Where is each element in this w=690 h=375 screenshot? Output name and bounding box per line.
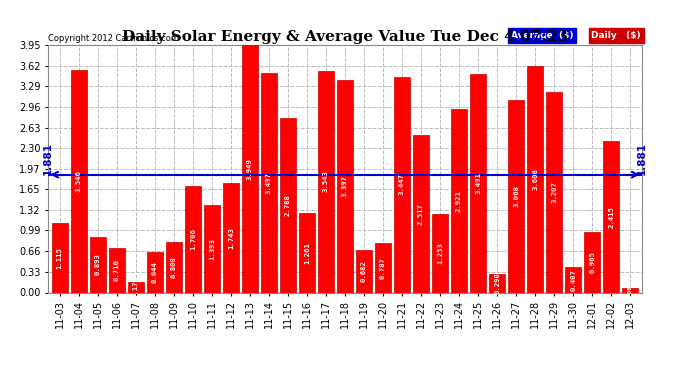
Bar [185,186,201,292]
Text: 3.949: 3.949 [247,158,253,180]
Bar [90,237,106,292]
Text: 2.517: 2.517 [418,203,424,225]
Text: 1.881: 1.881 [637,142,647,175]
Text: 0.787: 0.787 [380,257,386,279]
Text: 3.491: 3.491 [475,172,481,194]
Text: 1.393: 1.393 [209,238,215,260]
Bar [261,74,277,292]
Text: 1.706: 1.706 [190,228,196,250]
Text: 1.261: 1.261 [304,242,310,264]
Text: 3.497: 3.497 [266,172,272,194]
Bar [299,213,315,292]
Text: Daily   ($): Daily ($) [591,31,641,40]
Bar [508,100,524,292]
Bar [546,92,562,292]
Bar [584,232,600,292]
Text: 0.800: 0.800 [171,256,177,278]
Text: 3.543: 3.543 [323,171,329,192]
Bar [70,70,87,292]
Text: 1.743: 1.743 [228,227,234,249]
Text: 3.608: 3.608 [532,168,538,190]
Text: 0.965: 0.965 [589,251,595,273]
Bar [166,242,182,292]
Text: 3.207: 3.207 [551,181,558,203]
Text: 1.115: 1.115 [57,247,63,268]
Bar [527,66,543,292]
Bar [223,183,239,292]
Text: 1.881: 1.881 [43,142,53,175]
Text: 0.290: 0.290 [494,273,500,294]
Bar [337,80,353,292]
Text: 2.415: 2.415 [609,206,614,228]
Bar [489,274,505,292]
Text: 3.068: 3.068 [513,186,519,207]
Bar [470,74,486,292]
Text: Average  ($): Average ($) [511,31,573,40]
Bar [318,70,334,292]
Text: 1.253: 1.253 [437,242,443,264]
Bar [52,223,68,292]
Text: 0.893: 0.893 [95,254,101,276]
Title: Daily Solar Energy & Average Value Tue Dec 4 07:23: Daily Solar Energy & Average Value Tue D… [122,30,568,44]
Text: 3.447: 3.447 [399,174,405,195]
Text: 2.788: 2.788 [285,194,291,216]
Bar [128,282,144,292]
Text: 0.716: 0.716 [114,259,120,281]
Text: 0.644: 0.644 [152,261,158,283]
Bar [241,45,258,292]
Bar [622,288,638,292]
Bar [280,118,296,292]
Text: Copyright 2012 Cartronics.com: Copyright 2012 Cartronics.com [48,34,179,43]
Bar [603,141,620,292]
Bar [394,76,410,292]
Text: 0.172: 0.172 [132,276,139,298]
Text: 2.921: 2.921 [456,190,462,212]
Bar [204,205,220,292]
Text: 0.407: 0.407 [570,269,576,291]
Bar [432,214,448,292]
Text: 3.397: 3.397 [342,175,348,197]
Bar [375,243,391,292]
Bar [147,252,163,292]
Bar [565,267,581,292]
Text: 0.682: 0.682 [361,260,367,282]
Bar [356,250,372,292]
Bar [109,248,125,292]
Bar [413,135,429,292]
Text: 0.069: 0.069 [628,281,633,300]
Bar [451,110,467,292]
Text: 3.546: 3.546 [76,171,81,192]
